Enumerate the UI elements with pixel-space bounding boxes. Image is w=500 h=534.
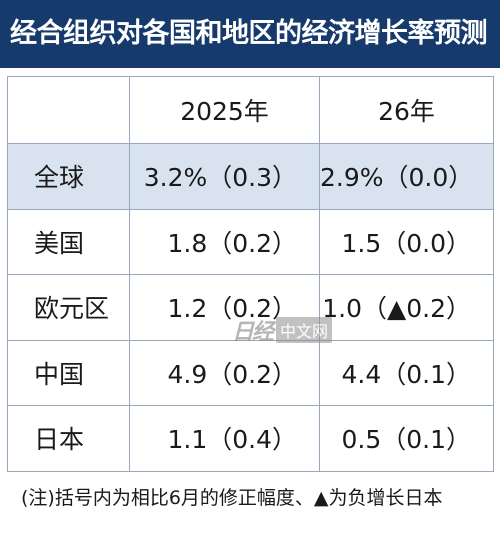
value-2026-cell: 4.4（0.1） xyxy=(319,339,494,406)
table-row: 欧元区 1.2（0.2） 1.0（▲0.2） xyxy=(7,274,494,341)
value-2025-cell: 3.2%（0.3） xyxy=(129,143,320,210)
value-2025-cell: 4.9（0.2） xyxy=(129,339,320,406)
header-2026: 26年 xyxy=(319,76,494,144)
table-row: 美国 1.8（0.2） 1.5（0.0） xyxy=(7,208,494,275)
region-cell: 日本 xyxy=(7,405,130,472)
watermark: 日经 中文网 xyxy=(232,317,333,345)
page-title: 经合组织对各国和地区的经济增长率预测 xyxy=(0,0,500,68)
value-2026-cell: 2.9%（0.0） xyxy=(319,143,494,210)
table-row: 中国 4.9（0.2） 4.4（0.1） xyxy=(7,339,494,406)
value-2025-cell: 1.8（0.2） xyxy=(129,208,320,275)
value-2026-cell: 0.5（0.1） xyxy=(319,405,494,472)
growth-forecast-table: 2025年 26年 全球 3.2%（0.3） 2.9%（0.0） 美国 1.8（… xyxy=(7,76,494,472)
table-header-row: 2025年 26年 xyxy=(7,76,494,144)
table-row: 日本 1.1（0.4） 0.5（0.1） xyxy=(7,405,494,472)
table-row: 全球 3.2%（0.3） 2.9%（0.0） xyxy=(7,143,494,210)
region-cell: 中国 xyxy=(7,339,130,406)
header-blank xyxy=(7,76,130,144)
region-cell: 美国 xyxy=(7,208,130,275)
footnote: (注)括号内为相比6月的修正幅度、▲为负增长日本 xyxy=(21,487,443,509)
value-2026-cell: 1.5（0.0） xyxy=(319,208,494,275)
watermark-logo: 日经 xyxy=(232,319,274,345)
watermark-label: 中文网 xyxy=(276,317,333,343)
value-2025-cell: 1.1（0.4） xyxy=(129,405,320,472)
header-2025: 2025年 xyxy=(129,76,320,144)
value-2026-cell: 1.0（▲0.2） xyxy=(319,274,494,341)
region-cell: 欧元区 xyxy=(7,274,130,341)
region-cell: 全球 xyxy=(7,143,130,210)
